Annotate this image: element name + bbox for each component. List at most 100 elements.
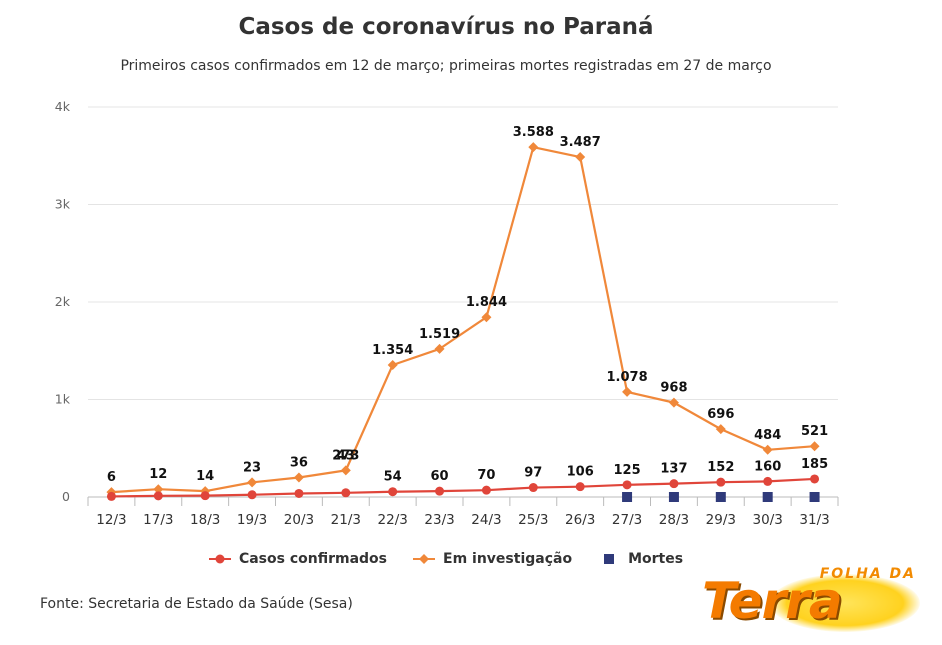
data-point-investigation: [153, 484, 164, 495]
data-point-confirmed: [481, 485, 491, 495]
data-label-confirmed: 160: [754, 459, 781, 474]
data-point-confirmed: [575, 482, 585, 492]
y-tick-label: 4k: [55, 99, 71, 114]
legend-label: Casos confirmados: [238, 551, 387, 567]
legend-symbol: [413, 554, 435, 564]
data-point-investigation: [434, 343, 445, 354]
data-point-deaths: [715, 492, 726, 502]
data-label-confirmed: 54: [384, 470, 402, 485]
data-label-confirmed: 6: [107, 470, 116, 485]
data-point-investigation: [293, 472, 304, 483]
legend-item[interactable]: Mortes: [598, 551, 683, 567]
data-label-confirmed: 185: [801, 457, 828, 472]
data-point-confirmed: [763, 476, 773, 486]
x-tick-label: 20/3: [284, 512, 314, 528]
data-point-confirmed: [200, 491, 210, 501]
data-point-investigation: [575, 152, 586, 163]
data-label-investigation: 3.588: [513, 125, 554, 140]
data-label-confirmed: 23: [243, 460, 261, 475]
data-label-investigation: 1.078: [607, 370, 648, 385]
data-label-investigation: 968: [660, 381, 687, 396]
x-tick-label: 18/3: [190, 512, 220, 528]
data-label-confirmed: 152: [707, 460, 734, 475]
chart-plot: 0 1k 2k 3k 4k 12/3 17/3 18/3 19/3 20/3 21/3 22/3 23/…: [55, 99, 839, 528]
y-tick-label: 3k: [55, 197, 71, 212]
data-label-confirmed: 70: [477, 468, 495, 483]
x-tick-label: 21/3: [331, 512, 361, 528]
data-label-investigation: 1.519: [419, 327, 460, 342]
data-point-investigation: [340, 465, 351, 476]
legend-label: Mortes: [628, 551, 684, 567]
x-tick-label: 12/3: [96, 512, 126, 528]
legend-item[interactable]: Casos confirmados: [208, 551, 387, 567]
data-label-confirmed: 125: [613, 463, 640, 478]
data-label-confirmed: 36: [290, 456, 308, 471]
data-point-investigation: [809, 441, 820, 452]
legend-symbol: [604, 554, 615, 564]
data-label-investigation: 521: [801, 424, 828, 439]
x-tick-label: 17/3: [143, 512, 173, 528]
data-label-confirmed: 43: [337, 448, 355, 463]
data-point-investigation: [762, 444, 773, 455]
x-tick-label: 26/3: [565, 512, 595, 528]
data-point-confirmed: [247, 490, 257, 500]
legend-symbol: [208, 554, 231, 564]
x-tick-label: 19/3: [237, 512, 267, 528]
data-point-confirmed: [716, 477, 726, 487]
data-label-confirmed: 106: [567, 465, 594, 480]
data-label-confirmed: 60: [431, 469, 449, 484]
data-point-deaths: [762, 492, 773, 502]
series-line-0: [111, 477, 815, 498]
x-tick-label: 23/3: [424, 512, 454, 528]
data-point-confirmed: [622, 480, 632, 490]
data-point-confirmed: [153, 491, 163, 501]
data-label-confirmed: 12: [149, 467, 167, 482]
data-point-investigation: [528, 142, 539, 153]
data-point-investigation: [715, 424, 726, 435]
x-tick-label: 29/3: [706, 512, 736, 528]
data-label-confirmed: 137: [660, 462, 687, 477]
x-tick-label: 25/3: [518, 512, 548, 528]
data-point-confirmed: [435, 486, 445, 496]
logo-top-text: FOLHA DA: [819, 566, 916, 582]
data-point-deaths: [668, 492, 679, 502]
source-note: Fonte: Secretaria de Estado da Saúde (Se…: [40, 596, 353, 612]
data-point-confirmed: [341, 488, 351, 498]
chart-subtitle: Primeiros casos confirmados em 12 de mar…: [120, 58, 772, 74]
data-label-investigation: 484: [754, 428, 781, 443]
data-point-investigation: [481, 312, 492, 323]
x-tick-label: 30/3: [753, 512, 783, 528]
x-tick-label: 28/3: [659, 512, 689, 528]
data-point-investigation: [387, 359, 398, 370]
data-point-confirmed: [669, 479, 679, 489]
data-label-investigation: 696: [707, 407, 734, 422]
data-point-confirmed: [528, 483, 538, 493]
data-point-investigation: [668, 397, 679, 408]
data-point-deaths: [809, 492, 820, 502]
data-label-confirmed: 14: [196, 469, 214, 484]
y-tick-label: 2k: [55, 294, 71, 309]
x-tick-label: 31/3: [799, 512, 829, 528]
data-label-investigation: 273: [332, 448, 359, 463]
chart-legend: Casos confirmados Em investigação Mortes: [0, 551, 892, 567]
data-point-investigation: [247, 477, 258, 488]
logo-main-text: Terra: [702, 572, 843, 630]
legend-item[interactable]: Em investigação: [413, 551, 572, 567]
data-label-confirmed: 97: [524, 466, 542, 481]
data-point-confirmed: [388, 487, 398, 497]
y-tick-label: 1k: [55, 392, 71, 407]
x-tick-label: 22/3: [378, 512, 408, 528]
y-tick-label: 0: [62, 489, 70, 504]
data-point-confirmed: [294, 488, 304, 498]
data-point-deaths: [622, 492, 633, 502]
data-label-investigation: 3.487: [560, 135, 601, 150]
data-label-investigation: 1.354: [372, 343, 413, 358]
data-point-investigation: [622, 386, 633, 397]
data-point-confirmed: [810, 474, 820, 484]
legend-label: Em investigação: [443, 551, 573, 567]
data-point-confirmed: [106, 491, 116, 501]
x-tick-label: 24/3: [471, 512, 501, 528]
data-label-investigation: 1.844: [466, 295, 507, 310]
chart-title: Casos de coronavírus no Paraná: [238, 14, 654, 40]
x-tick-label: 27/3: [612, 512, 642, 528]
